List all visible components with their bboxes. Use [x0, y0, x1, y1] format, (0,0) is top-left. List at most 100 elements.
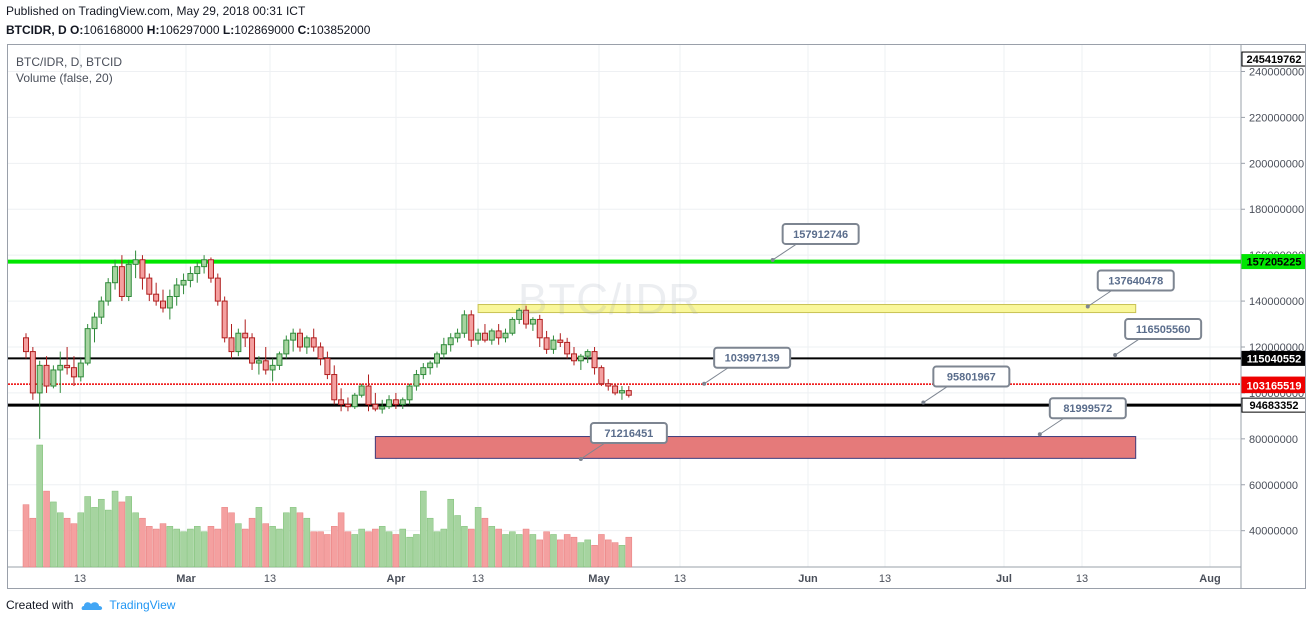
candle-body	[612, 385, 619, 394]
callout-box[interactable]	[1048, 397, 1127, 420]
volume-bar	[447, 498, 454, 568]
callout-anchor-dot	[1085, 304, 1090, 309]
ohlc-line: BTCIDR, D O:106168000 H:106297000 L:1028…	[6, 23, 370, 37]
x-tick-label: May	[588, 573, 610, 585]
candle-body	[392, 399, 399, 405]
candle-body	[420, 367, 427, 376]
volume-bar	[509, 531, 516, 568]
volume-bar	[146, 526, 153, 568]
candle-body	[427, 362, 434, 369]
volume-bar	[372, 528, 379, 568]
candle-body	[23, 337, 29, 353]
candle-body	[536, 318, 543, 339]
volume-bar	[152, 528, 160, 568]
volume-bar	[570, 536, 578, 568]
callout-pointer	[772, 243, 797, 261]
candle-body	[214, 277, 221, 302]
tradingview-link[interactable]: TradingView	[109, 598, 176, 612]
close-value: 103852000	[310, 23, 371, 37]
callout-anchor-dot	[702, 381, 707, 386]
candle-body	[543, 337, 550, 350]
candle-body	[255, 360, 262, 364]
red-zone[interactable]	[374, 436, 1137, 459]
candle-body	[194, 266, 201, 275]
price-tag	[1241, 51, 1305, 67]
low-value: 102869000	[234, 23, 295, 37]
candle-body	[406, 385, 413, 401]
candle-body	[550, 339, 557, 350]
volume-bar	[468, 528, 475, 568]
candle-body	[36, 364, 43, 394]
callout-box[interactable]	[589, 422, 668, 445]
volume-bar	[255, 507, 263, 568]
volume-bar	[495, 528, 502, 568]
candle-body	[269, 364, 276, 371]
candle-body	[605, 383, 612, 387]
candle-body	[365, 385, 372, 405]
volume-bar	[598, 534, 605, 568]
volume-bar	[139, 517, 146, 568]
candle-body	[557, 339, 564, 343]
volume-bar	[536, 539, 543, 568]
candle-body	[57, 364, 64, 371]
volume-bar	[543, 531, 550, 568]
volume-bar	[481, 517, 489, 568]
callout-anchor-dot	[1113, 353, 1118, 358]
volume-bar	[433, 531, 441, 568]
yellow-zone[interactable]	[477, 304, 1137, 314]
volume-bar	[557, 539, 564, 568]
candle-body	[98, 300, 105, 318]
x-tick-label: 13	[879, 573, 891, 585]
candle-body	[242, 332, 249, 339]
candle-body	[625, 390, 632, 396]
high-label: H:	[146, 23, 160, 37]
symbol-watermark: BTC/IDR	[518, 275, 701, 324]
volume-bar	[84, 496, 91, 568]
price-tag-label: 103165519	[1246, 381, 1301, 393]
candle-body	[358, 385, 365, 396]
candle-body	[434, 353, 440, 364]
candle-body	[399, 399, 406, 405]
candle-body	[221, 300, 228, 339]
volume-bar	[132, 512, 139, 568]
volume-bar	[91, 507, 98, 568]
created-with-text: Created with	[6, 598, 74, 612]
volume-bar	[344, 531, 352, 568]
candle-body	[386, 399, 393, 408]
candle-body	[276, 353, 283, 366]
volume-bar	[529, 534, 537, 568]
candle-body	[516, 309, 523, 320]
volume-bar	[392, 534, 400, 568]
candle-body	[564, 341, 571, 355]
close-label: C:	[297, 23, 311, 37]
chart-canvas[interactable]: 157912746 137640478 116505560 103997139 9580…	[8, 45, 1305, 588]
volume-bar	[324, 534, 331, 568]
callout-box[interactable]	[1096, 269, 1175, 292]
x-tick-label: 13	[264, 573, 276, 585]
candle-body	[160, 300, 166, 309]
candle-body	[77, 362, 84, 378]
candle-body	[317, 346, 324, 359]
callout-box[interactable]	[932, 365, 1011, 388]
callout-box[interactable]	[1124, 318, 1203, 341]
callout-box[interactable]	[713, 346, 792, 369]
volume-bar	[399, 528, 406, 568]
volume-bar	[611, 542, 619, 568]
chart-frame[interactable]: 157912746 137640478 116505560 103997139 9580…	[7, 44, 1306, 589]
candle-body	[488, 330, 495, 341]
volume-bar	[522, 528, 530, 568]
callout-box[interactable]	[781, 222, 860, 245]
candle-body	[207, 259, 214, 279]
volume-bar	[488, 526, 496, 568]
candle-body	[461, 314, 468, 334]
volume-bar	[365, 531, 372, 568]
volume-bar	[63, 517, 71, 568]
callout-label: 81999572	[1063, 403, 1112, 415]
volume-bar	[605, 539, 612, 568]
volume-bar	[474, 507, 482, 568]
candle-body	[112, 266, 119, 284]
candle-body	[584, 351, 591, 357]
price-tag	[1241, 254, 1305, 270]
callout-label: 95801967	[947, 372, 996, 384]
volume-bar	[337, 512, 345, 568]
